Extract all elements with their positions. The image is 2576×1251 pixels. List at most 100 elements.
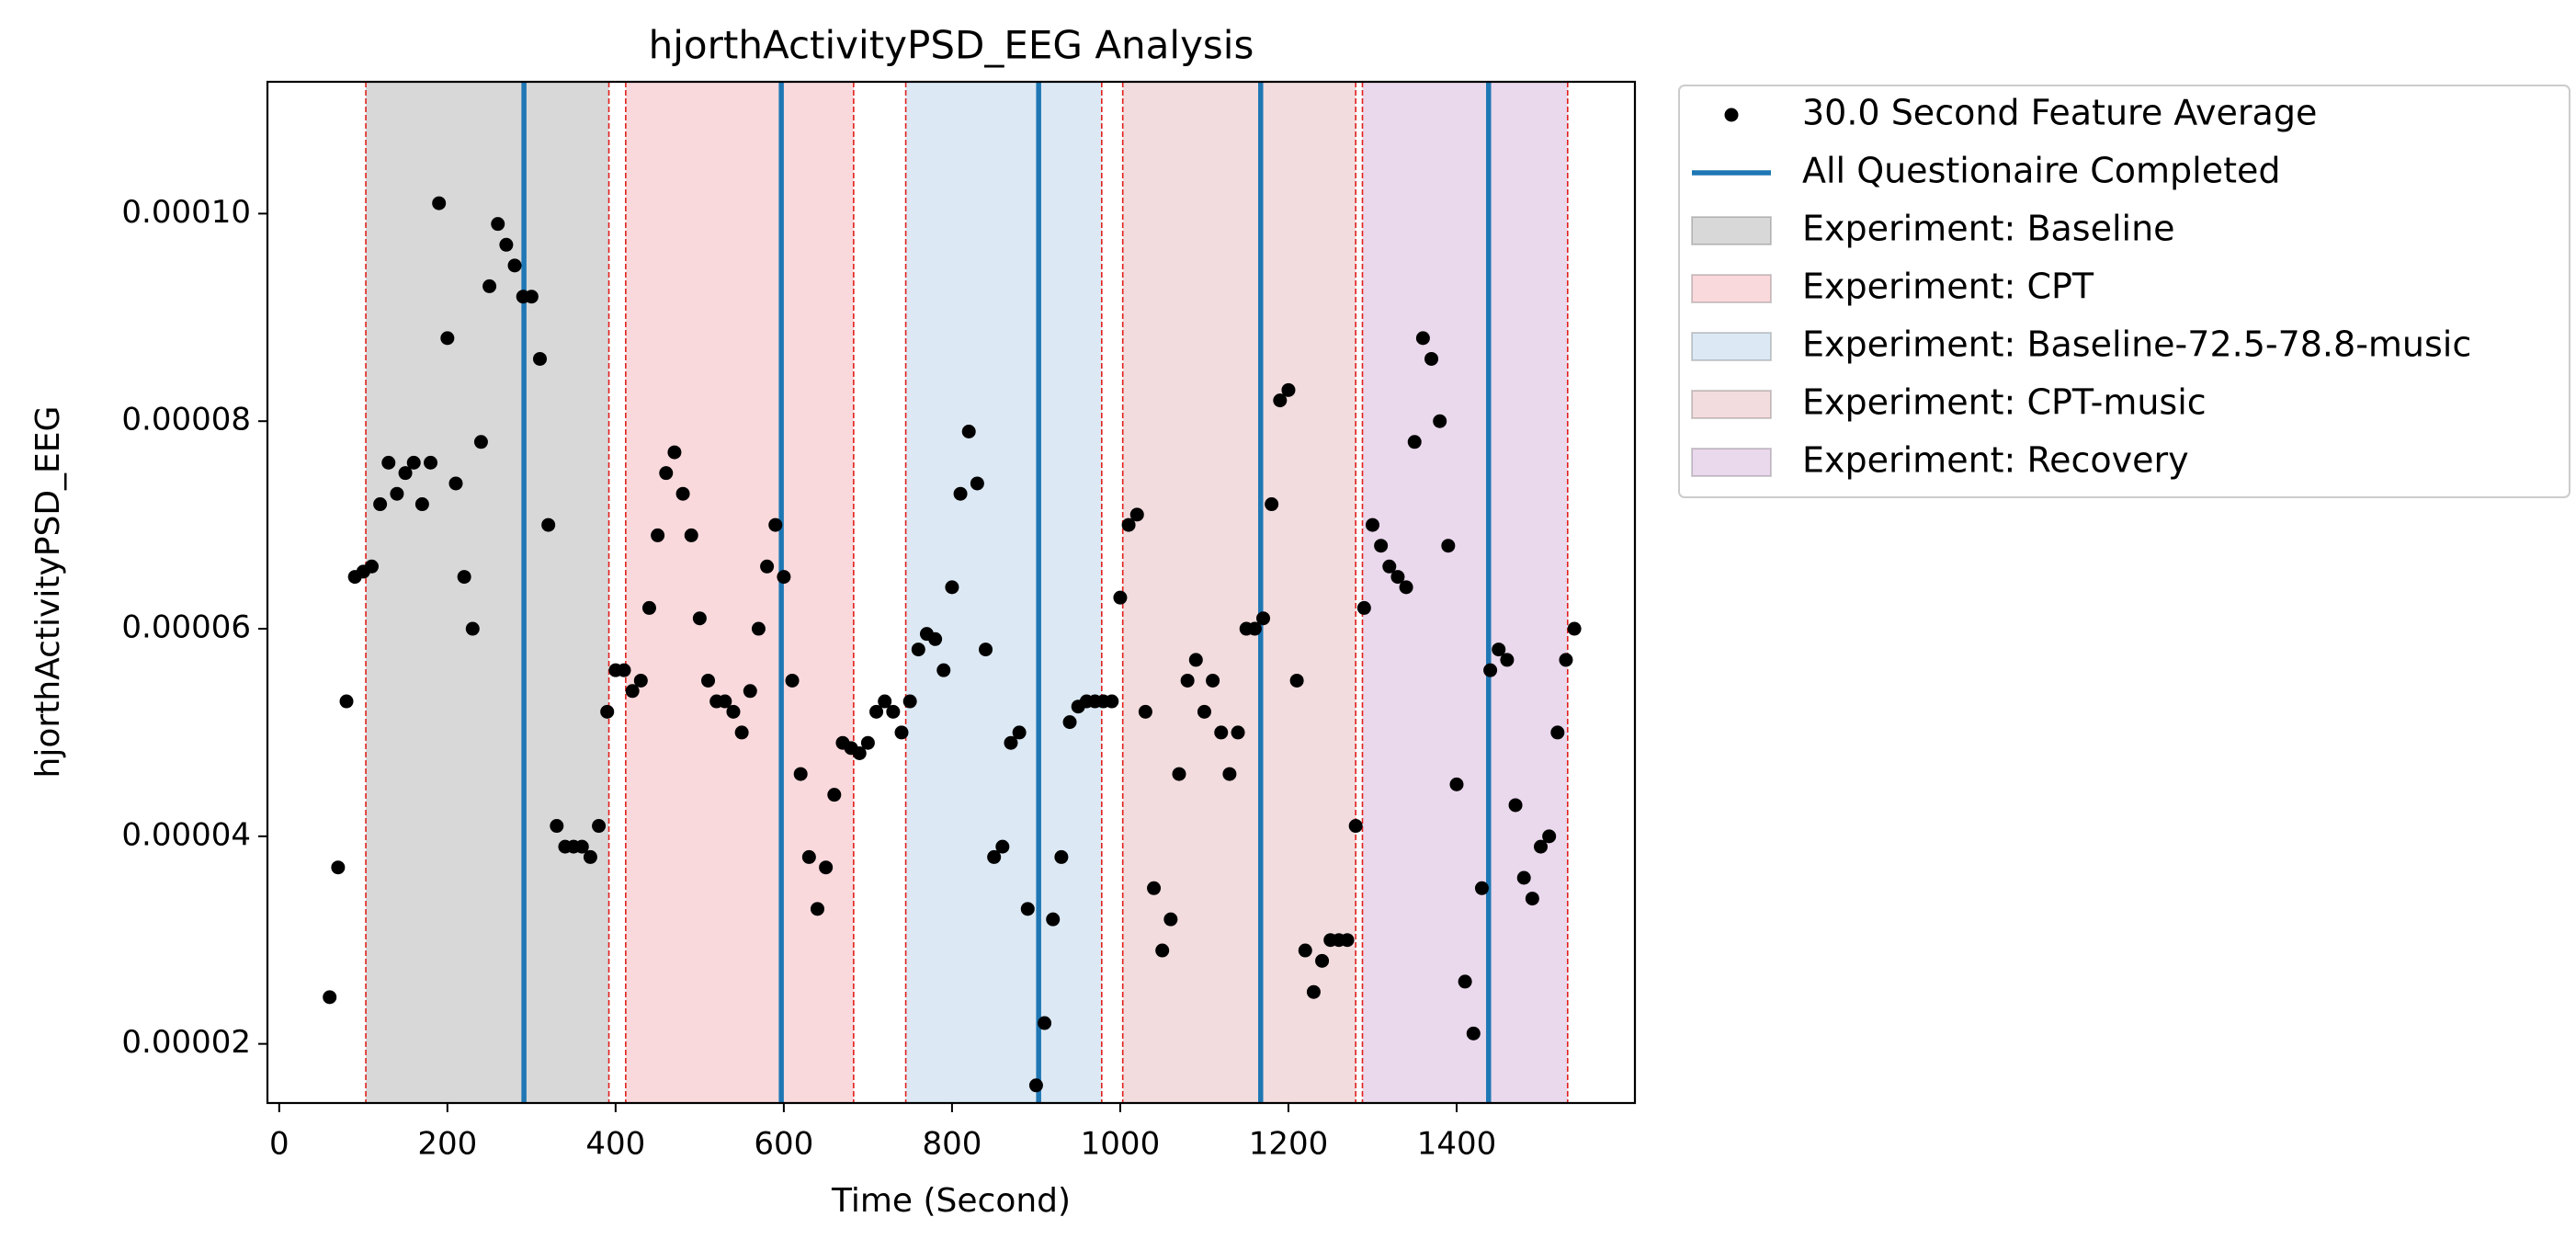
data-point <box>1012 725 1027 740</box>
data-point <box>633 673 648 688</box>
data-point <box>1129 507 1144 522</box>
data-point <box>928 631 943 646</box>
data-point <box>491 217 505 232</box>
data-point <box>1550 725 1565 740</box>
data-point <box>1298 943 1312 958</box>
data-point <box>406 455 421 470</box>
data-point <box>414 497 429 512</box>
data-point <box>1020 902 1035 916</box>
data-point <box>465 621 480 636</box>
span <box>905 82 1102 1103</box>
data-point <box>1188 653 1203 667</box>
data-point <box>1265 497 1279 512</box>
data-point <box>482 279 497 293</box>
x-tick-label: 800 <box>922 1126 982 1163</box>
data-point <box>331 860 346 875</box>
data-point <box>751 621 766 636</box>
legend-label: Experiment: Baseline-72.5-78.8-music <box>1802 324 2471 365</box>
data-point <box>819 860 834 875</box>
data-point <box>373 497 388 512</box>
data-point <box>1121 517 1136 532</box>
data-point <box>323 990 337 1005</box>
data-point <box>987 849 1002 864</box>
data-point <box>600 704 615 719</box>
data-point <box>793 767 808 781</box>
data-point <box>911 643 925 657</box>
data-point <box>768 517 783 532</box>
y-tick-label: 0.00006 <box>121 609 251 646</box>
legend-marker <box>1691 274 1772 303</box>
data-point <box>1390 570 1405 585</box>
legend-marker <box>1691 390 1772 419</box>
legend-label: Experiment: CPT <box>1802 267 2094 307</box>
data-point <box>860 735 875 750</box>
data-point <box>1441 539 1456 553</box>
data-point <box>1466 1026 1481 1041</box>
legend-marker <box>1691 216 1772 245</box>
data-point <box>1306 984 1321 999</box>
data-point <box>1247 621 1262 636</box>
data-point <box>878 694 892 709</box>
data-point <box>684 528 698 542</box>
data-point <box>651 528 665 542</box>
data-point <box>945 580 959 595</box>
data-point <box>390 486 404 501</box>
x-tick-label: 1200 <box>1249 1126 1329 1163</box>
data-point <box>507 258 522 273</box>
data-point <box>533 351 548 366</box>
data-point <box>718 694 732 709</box>
data-point <box>1516 870 1531 885</box>
data-point <box>1340 933 1355 948</box>
data-point <box>726 704 741 719</box>
legend-marker <box>1691 332 1772 361</box>
y-tick-label: 0.00010 <box>121 194 251 231</box>
data-point <box>364 559 379 574</box>
x-tick-label: 1400 <box>1417 1126 1497 1163</box>
chart-title: hjorthActivityPSD_EEG Analysis <box>649 23 1254 68</box>
data-point <box>1273 393 1288 408</box>
data-point <box>1474 881 1489 895</box>
data-point <box>1348 819 1363 834</box>
data-point <box>1147 881 1162 895</box>
data-point <box>1054 849 1069 864</box>
data-point <box>936 663 951 677</box>
data-point <box>473 435 488 449</box>
data-point <box>1525 892 1539 906</box>
data-point <box>499 237 514 252</box>
data-point <box>902 694 917 709</box>
data-point <box>1492 643 1506 657</box>
data-point <box>1028 1078 1043 1093</box>
data-point <box>1374 539 1389 553</box>
data-point <box>617 663 631 677</box>
data-point <box>641 600 656 615</box>
y-tick-label: 0.00004 <box>121 816 251 853</box>
data-point <box>1046 912 1061 927</box>
data-point <box>743 684 757 699</box>
data-point <box>810 902 824 916</box>
data-point <box>1500 653 1515 667</box>
span <box>625 82 854 1103</box>
data-point <box>1483 663 1498 677</box>
data-point <box>801 849 816 864</box>
data-point <box>1315 953 1330 968</box>
data-point <box>1542 829 1557 844</box>
data-point <box>1038 1016 1052 1030</box>
span <box>1122 82 1356 1103</box>
x-axis-label: Time (Second) <box>831 1182 1071 1220</box>
x-tick-label: 600 <box>754 1126 813 1163</box>
data-point <box>1062 715 1077 730</box>
data-point <box>701 673 716 688</box>
x-tick-label: 0 <box>269 1126 289 1163</box>
data-point <box>448 476 463 491</box>
data-point <box>592 819 607 834</box>
data-point <box>1231 725 1245 740</box>
data-point <box>1415 331 1430 346</box>
data-point <box>1214 725 1229 740</box>
data-point <box>1289 673 1304 688</box>
data-point <box>1163 912 1178 927</box>
data-point <box>1567 621 1582 636</box>
x-tick-label: 400 <box>585 1126 645 1163</box>
data-point <box>1458 974 1472 989</box>
